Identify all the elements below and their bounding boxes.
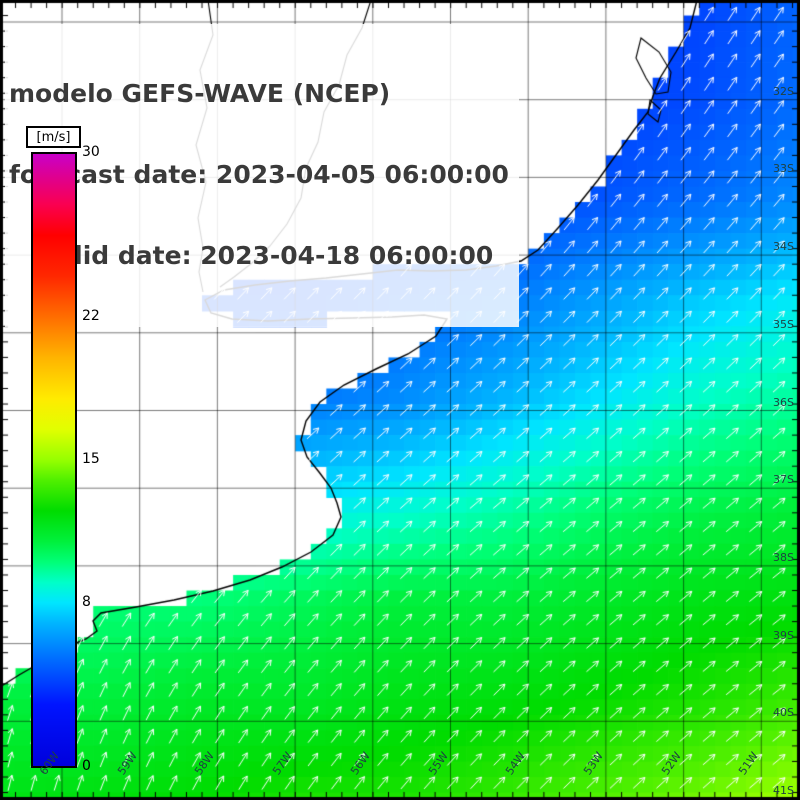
model-title: modelo GEFS-WAVE (NCEP) <box>9 79 391 108</box>
colorbar <box>31 152 77 768</box>
forecast-date-label: forecast date: 2023-04-05 06:00:00 <box>9 160 509 189</box>
colorbar-unit-label: [m/s] <box>26 126 81 148</box>
title-block: modelo GEFS-WAVE (NCEP) forecast date: 2… <box>5 24 519 327</box>
valid-date-label: valid date: 2023-04-18 06:00:00 <box>41 241 494 270</box>
